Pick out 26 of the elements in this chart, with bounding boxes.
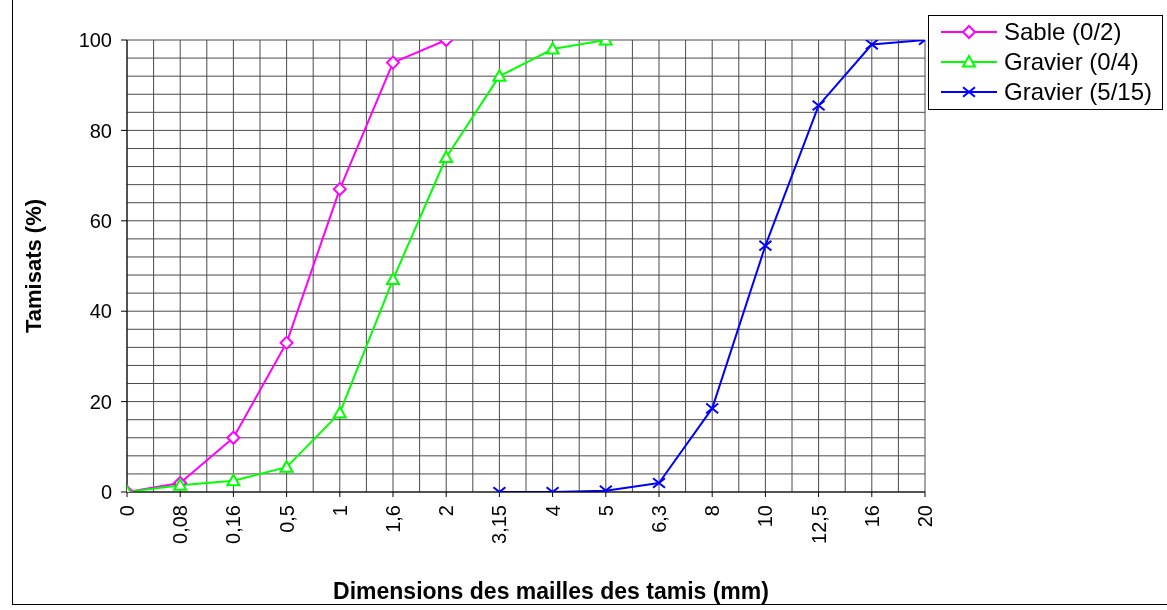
- legend-label: Gravier (5/15): [1004, 78, 1153, 106]
- x-tick-label: 0,16: [222, 505, 245, 544]
- x-tick-label: 5: [594, 505, 617, 517]
- y-tick-label: 60: [89, 209, 112, 232]
- x-tick-label: 12,5: [807, 505, 830, 544]
- y-tick-label: 20: [89, 390, 112, 413]
- x-tick-label: 20: [914, 505, 936, 528]
- x-tick-label: 10: [754, 505, 777, 528]
- y-tick-label: 80: [89, 119, 112, 142]
- x-tick-label: 8: [701, 505, 724, 517]
- x-axis-title: Dimensions des mailles des tamis (mm): [333, 578, 769, 604]
- x-tick-label: 0: [116, 505, 138, 517]
- legend-label: Sable (0/2): [1004, 18, 1122, 46]
- x-tick-label: 0,08: [169, 505, 192, 544]
- x-tick-label: 1,6: [382, 505, 404, 533]
- x-tick-label: 0,5: [275, 505, 298, 533]
- legend-label: Gravier (0/4): [1004, 48, 1139, 76]
- x-tick-label: 2: [435, 505, 458, 517]
- x-tick-label: 6,3: [648, 505, 670, 533]
- x-tick-label: 1: [328, 505, 351, 517]
- y-tick-label: 100: [78, 29, 112, 52]
- x-tick-label: 4: [541, 505, 564, 517]
- y-tick-label: 40: [89, 300, 112, 323]
- x-tick-label: 16: [860, 505, 883, 528]
- x-tick-label: 3,15: [488, 505, 511, 544]
- y-axis-title: Tamisats (%): [20, 198, 46, 334]
